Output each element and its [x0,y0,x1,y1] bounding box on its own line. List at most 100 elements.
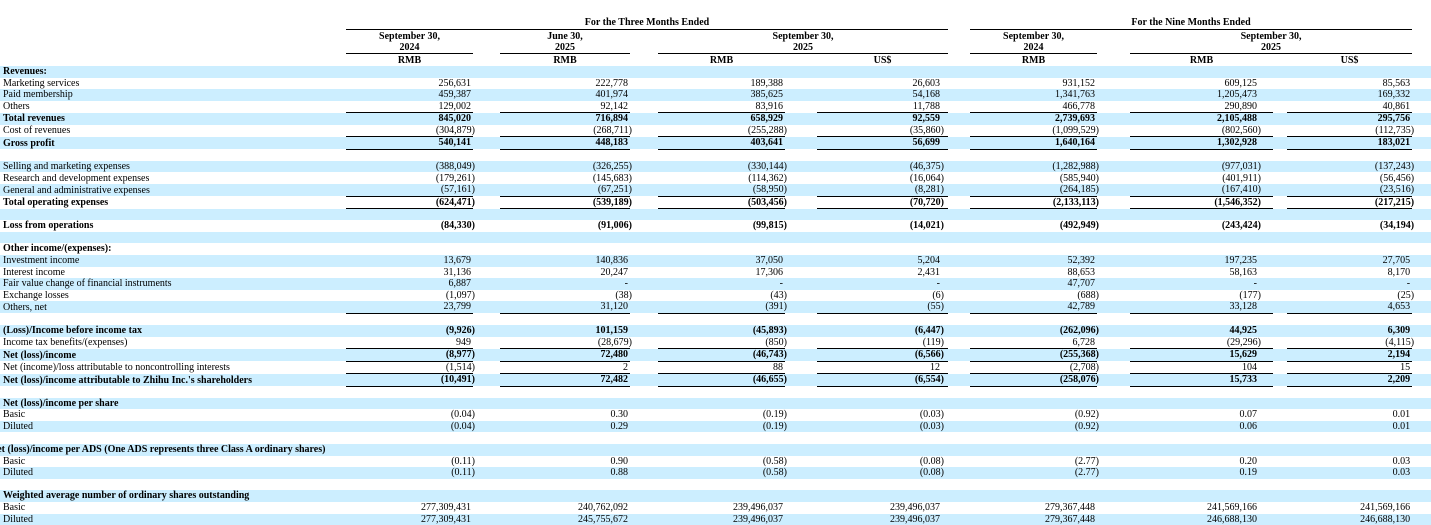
value-cell [1130,243,1273,255]
value-cell: (0.04) [450,409,475,421]
value-cell: (137,243) [1287,160,1414,173]
value-cell: 47,707 [970,278,1097,290]
column-gap [1273,456,1287,468]
value-cell [1287,231,1413,244]
value-cell: 401,974 [500,89,630,101]
value-cell: (179,261) [435,172,475,184]
value-cell [500,149,630,161]
column-gap [785,479,817,491]
column-gap [473,267,500,279]
table-row: Fair value change of financial instrumen… [0,278,1431,290]
column-gap [785,290,817,302]
column-gap [473,53,500,66]
value-cell [1130,479,1273,491]
column-gap [630,502,658,514]
value-cell: (177) [1239,289,1261,301]
value-cell: 277,309,431 [421,502,471,514]
column-gap [948,373,970,386]
value-cell: (91,006) [597,220,632,232]
column-gap [1273,361,1287,374]
row-label: Marketing services [3,77,80,89]
row-label: Basic [3,455,26,467]
value-cell: (0.92) [1074,409,1099,421]
column-gap [785,267,817,279]
column-gap [630,513,658,525]
column-gap [1412,0,1431,29]
value-cell: 33,128 [1130,301,1273,314]
currency-header-usd: US$ [1340,54,1359,66]
value-cell: 0.29 [500,420,630,433]
value-cell: (0.58) [658,467,787,479]
column-gap [630,278,658,290]
column-gap [1273,290,1287,302]
column-gap [630,208,658,221]
value-cell: (43) [770,289,787,301]
value-cell: (2,133,113) [970,196,1099,210]
column-gap [1273,172,1287,184]
column-gap [948,479,970,491]
value-cell: (0.03) [919,409,944,421]
value-cell: 54,168 [817,89,948,101]
column-gap [948,29,970,53]
column-gap [473,290,500,302]
column-gap [473,386,500,398]
row-label: Income tax benefits/(expenses) [3,337,128,348]
row-label: Net (loss)/income attributable to Zhihu … [0,373,346,386]
column-gap [1412,160,1431,173]
column-gap [1273,432,1287,444]
value-cell: 0.19 [1130,467,1273,479]
value-cell: (0.03) [817,420,948,433]
value-cell: 1,205,473 [1130,89,1273,101]
column-gap [1097,29,1130,53]
column-gap [473,443,500,456]
spacer-cell [0,386,346,398]
value-cell: (119) [817,336,948,349]
value-cell: 239,496,037 [817,513,948,525]
value-cell: (67,251) [500,184,632,197]
column-gap [630,409,658,421]
column-gap [473,101,500,113]
value-cell [817,386,948,398]
value-cell: 92,142 [500,100,630,114]
table-row: Basic (0.04) 0.30 (0.19) (0.03) (0.92) 0.07 0.0… [0,409,1431,421]
value-cell: (99,815) [752,220,787,232]
spacer-row [0,149,1431,161]
value-cell: 88 [658,361,785,374]
column-gap [1097,386,1130,398]
table-row: Basic 277,309,431 240,762,092 239,496,037 23… [0,502,1431,514]
value-cell: 197,235 [1130,254,1273,267]
table-row: Exchange losses (1,097) (38) (43) (6) (688) (1… [0,290,1431,302]
column-gap [630,301,658,314]
three-months-group-header: For the Three Months Ended [346,0,948,30]
value-cell: 2,105,488 [1130,112,1273,125]
value-cell: (45,893) [658,324,787,337]
column-gap [1412,29,1431,53]
column-gap [1412,184,1431,197]
value-cell: 31,136 [443,266,472,278]
value-cell [346,66,473,78]
value-cell [1287,386,1412,398]
column-gap [1273,196,1287,209]
row-label: General and administrative expenses [0,184,346,197]
value-cell: 0.90 [610,455,629,467]
value-cell: 0.03 [1392,455,1411,467]
value-cell: 8,170 [1387,266,1411,278]
value-cell: 183,021 [1287,136,1413,150]
row-label: Weighted average number of ordinary shar… [0,490,346,502]
value-cell [970,479,1097,491]
value-cell: 31,120 [500,301,630,314]
column-gap [630,348,658,361]
row-label: Net (loss)/income [0,348,346,361]
column-gap [1412,89,1431,101]
column-gap [948,337,970,349]
value-cell: (112,735) [1287,124,1414,138]
column-gap [1412,66,1431,78]
value-cell [500,66,630,78]
column-gap [1412,231,1431,244]
value-cell: (243,424) [1221,220,1261,232]
value-cell [658,208,785,221]
value-cell [1130,231,1273,244]
value-cell [346,149,473,161]
value-cell [1287,479,1412,491]
value-cell: 1,302,928 [1130,136,1273,150]
